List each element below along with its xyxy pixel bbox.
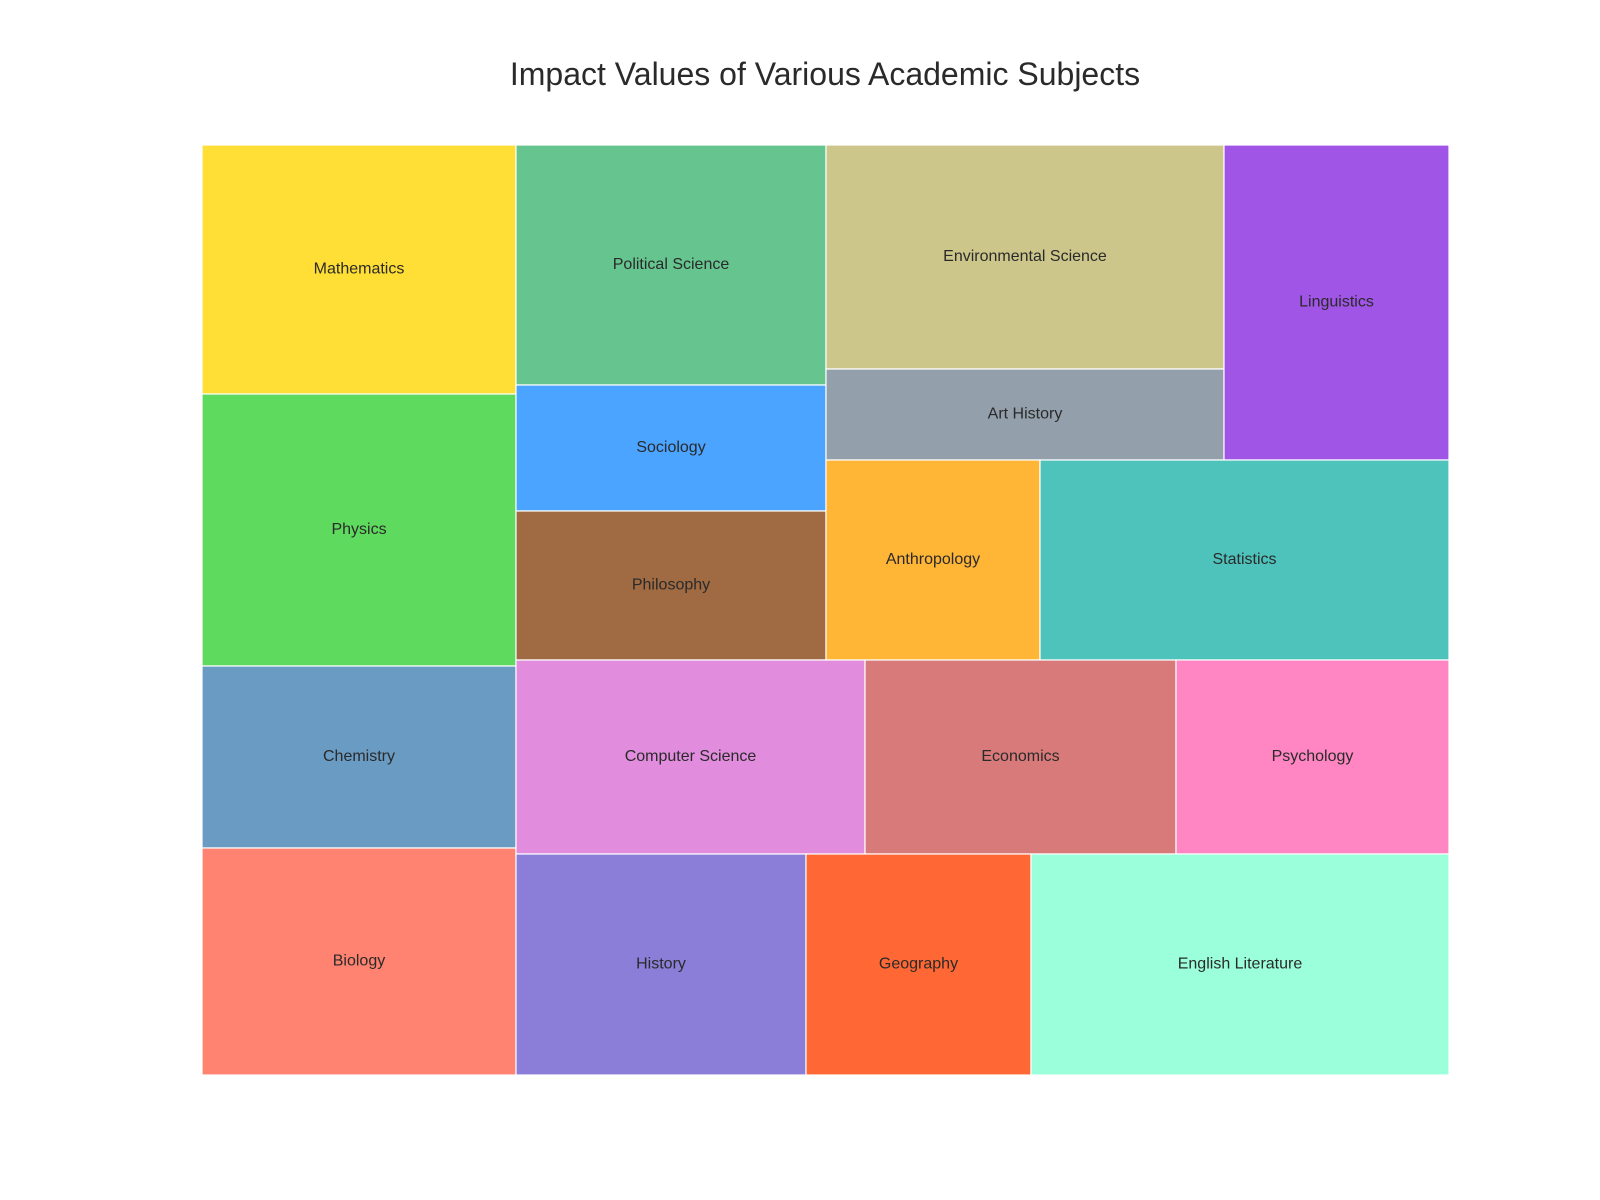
tile-label-english-literature: English Literature <box>1178 956 1303 973</box>
tile-label-history: History <box>636 956 686 973</box>
tile-label-biology: Biology <box>333 953 385 970</box>
tile-rect-economics <box>864 659 1177 855</box>
tile-label-physics: Physics <box>331 521 386 538</box>
tile-rect-philosophy <box>515 510 827 661</box>
tile-label-art-history: Art History <box>988 406 1063 423</box>
tile-mathematics: Mathematics <box>201 144 517 395</box>
tile-history: History <box>515 853 807 1076</box>
tile-chemistry: Chemistry <box>201 665 517 849</box>
tile-label-psychology: Psychology <box>1272 748 1354 765</box>
tile-label-sociology: Sociology <box>636 439 705 456</box>
chart-title: Impact Values of Various Academic Subjec… <box>509 56 1141 92</box>
tile-economics: Economics <box>864 659 1177 855</box>
tile-biology: Biology <box>201 847 517 1076</box>
tile-rect-biology <box>201 847 517 1076</box>
tile-rect-chemistry <box>201 665 517 849</box>
tile-rect-geography <box>805 853 1032 1076</box>
tile-rect-mathematics <box>201 144 517 395</box>
tile-label-economics: Economics <box>981 748 1059 765</box>
tile-statistics: Statistics <box>1039 459 1450 661</box>
tile-rect-computer-science <box>515 659 866 855</box>
tile-rect-linguistics <box>1223 144 1450 461</box>
tile-english-literature: English Literature <box>1030 853 1450 1076</box>
tile-label-geography: Geography <box>879 956 958 973</box>
tile-computer-science: Computer Science <box>515 659 866 855</box>
tile-rect-statistics <box>1039 459 1450 661</box>
tile-rect-art-history <box>825 368 1225 461</box>
tile-label-statistics: Statistics <box>1212 551 1276 568</box>
tile-anthropology: Anthropology <box>825 459 1041 661</box>
tile-physics: Physics <box>201 393 517 667</box>
tile-rect-history <box>515 853 807 1076</box>
tile-label-philosophy: Philosophy <box>632 577 710 594</box>
tile-label-environmental-science: Environmental Science <box>943 248 1107 265</box>
tile-sociology: Sociology <box>515 384 827 512</box>
tile-art-history: Art History <box>825 368 1225 461</box>
tile-label-computer-science: Computer Science <box>625 748 757 765</box>
tile-geography: Geography <box>805 853 1032 1076</box>
tile-political-science: Political Science <box>515 144 827 386</box>
tile-rect-psychology <box>1175 659 1450 855</box>
tile-label-chemistry: Chemistry <box>323 748 395 765</box>
tile-rect-environmental-science <box>825 144 1225 370</box>
tile-rect-english-literature <box>1030 853 1450 1076</box>
tile-label-anthropology: Anthropology <box>886 551 980 568</box>
tile-label-political-science: Political Science <box>613 256 730 273</box>
tile-philosophy: Philosophy <box>515 510 827 661</box>
tile-rect-physics <box>201 393 517 667</box>
tile-environmental-science: Environmental Science <box>825 144 1225 370</box>
tile-label-linguistics: Linguistics <box>1299 294 1374 311</box>
tile-label-mathematics: Mathematics <box>314 261 405 278</box>
tile-psychology: Psychology <box>1175 659 1450 855</box>
tile-linguistics: Linguistics <box>1223 144 1450 461</box>
